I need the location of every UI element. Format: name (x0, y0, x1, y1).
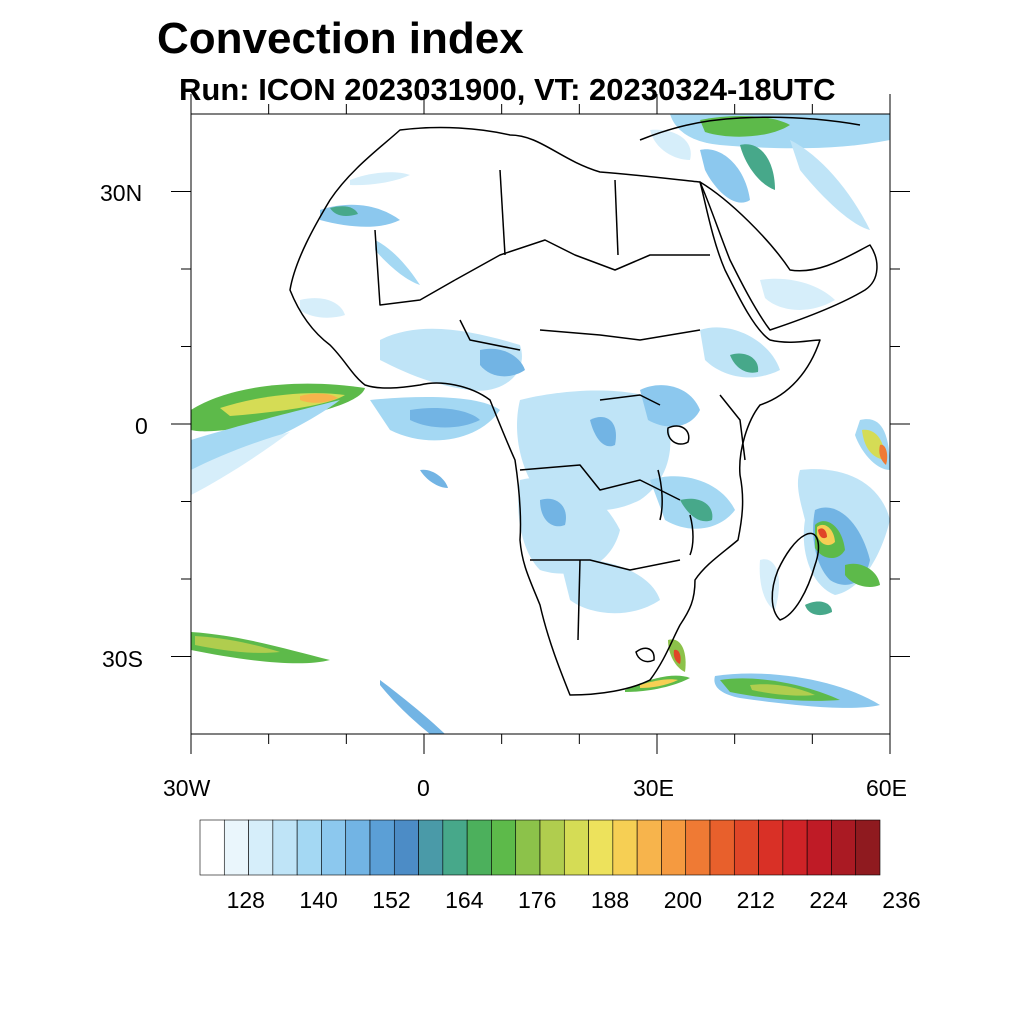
convection-area (195, 636, 280, 653)
convection-area (650, 129, 691, 160)
arabia-coastline (699, 181, 878, 331)
lon-label-30W: 30W (163, 775, 211, 801)
lon-label-60E: 60E (866, 775, 907, 801)
country-border (459, 319, 521, 351)
convection-area (375, 240, 420, 285)
convection-area (790, 140, 870, 230)
country-border (577, 559, 581, 641)
country-border (614, 179, 619, 256)
convection-area (700, 149, 750, 203)
chart-title: Convection index (157, 14, 524, 63)
colorbar-tick-label: 140 (299, 887, 338, 913)
convection-area (730, 353, 759, 373)
lat-label-30S: 30S (102, 646, 143, 672)
country-border (599, 394, 661, 406)
axis-ticks (171, 94, 910, 754)
convection-area (380, 328, 522, 391)
convection-area (560, 559, 660, 614)
convection-area (750, 684, 815, 696)
convection-area (845, 563, 880, 587)
convection-area (330, 206, 358, 216)
lat-label-0: 0 (135, 413, 148, 439)
convection-area (191, 432, 290, 495)
convection-area (540, 498, 566, 527)
lake-malawi (689, 514, 694, 556)
convection-area (759, 559, 780, 610)
convection-area (680, 498, 713, 522)
country-border (719, 394, 746, 461)
country-border (499, 169, 506, 256)
convection-area (380, 680, 445, 734)
colorbar-tick-label: 164 (445, 887, 484, 913)
lake-tanganyika (657, 469, 663, 521)
convection-area (700, 115, 790, 137)
colorbar-tick-label: 176 (518, 887, 557, 913)
country-border (374, 229, 456, 306)
convection-area (760, 278, 835, 310)
colorbar-tick-label: 200 (663, 887, 703, 913)
convection-area (191, 400, 340, 470)
convection-area (420, 469, 448, 488)
convection-area (590, 417, 616, 447)
country-border (539, 329, 701, 341)
convection-area (480, 348, 525, 377)
convection-area (300, 298, 345, 318)
convection-field (191, 114, 890, 734)
colorbar-tick-label: 224 (809, 887, 848, 913)
madagascar-coastline (771, 532, 820, 621)
convection-area (805, 601, 832, 616)
convection-area (410, 408, 480, 428)
country-border (454, 239, 710, 281)
convection-area (640, 679, 678, 688)
country-border (530, 559, 681, 571)
colorbar-tick-label: 212 (736, 887, 775, 913)
convection-area (350, 172, 410, 186)
convection-area (818, 528, 827, 539)
convection-area (300, 393, 338, 403)
convection-area (670, 114, 890, 149)
lon-label-0: 0 (417, 775, 430, 801)
coastline-north (639, 116, 861, 141)
convection-area (740, 144, 775, 190)
convection-area (862, 429, 885, 460)
lesotho-border (635, 647, 655, 663)
convection-area (700, 327, 780, 378)
coastlines (289, 116, 878, 696)
convection-area (640, 385, 700, 427)
colorbar-tick-label: 128 (226, 887, 265, 913)
chart-subtitle: Run: ICON 2023031900, VT: 20230324-18UTC (179, 72, 836, 107)
country-border (519, 464, 681, 501)
lon-label-30E: 30E (633, 775, 674, 801)
colorbar-tick-label: 188 (590, 887, 630, 913)
colorbar-tick-label: 152 (372, 887, 411, 913)
convection-area (673, 649, 681, 664)
africa-coastline (289, 126, 821, 696)
colorbar-tick-label: 236 (882, 887, 921, 913)
convection-area (879, 444, 888, 465)
lake-victoria (667, 425, 690, 445)
lat-label-30N: 30N (100, 180, 143, 206)
